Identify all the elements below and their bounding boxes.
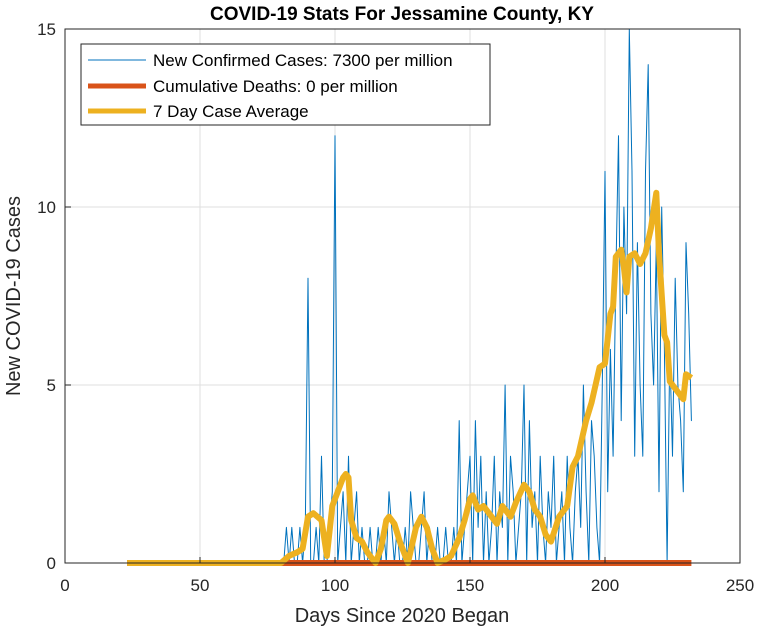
ticks-layer: 0 50 100 150 200 250 0 5 10 15 bbox=[37, 20, 754, 595]
y-tick-label: 0 bbox=[47, 554, 56, 573]
legend-label-7day-avg: 7 Day Case Average bbox=[153, 102, 309, 121]
series-7-day-average bbox=[127, 189, 694, 566]
x-tick-label: 200 bbox=[591, 576, 619, 595]
series-new-confirmed-cases bbox=[126, 28, 692, 564]
y-axis-label: New COVID-19 Cases bbox=[3, 196, 25, 396]
y-tick-label: 15 bbox=[37, 20, 56, 39]
y-tick-label: 10 bbox=[37, 198, 56, 217]
legend: New Confirmed Cases: 7300 per million Cu… bbox=[80, 43, 491, 126]
axes-box bbox=[64, 28, 741, 564]
x-axis-label: Days Since 2020 Began bbox=[295, 605, 510, 627]
legend-label-new-cases: New Confirmed Cases: 7300 per million bbox=[153, 51, 453, 70]
x-tick-label: 150 bbox=[456, 576, 484, 595]
legend-box bbox=[80, 43, 491, 126]
x-tick-label: 50 bbox=[191, 576, 210, 595]
chart-title: COVID-19 Stats For Jessamine County, KY bbox=[210, 4, 594, 25]
x-tick-label: 0 bbox=[60, 576, 69, 595]
x-tick-label: 250 bbox=[726, 576, 754, 595]
legend-label-deaths: Cumulative Deaths: 0 per million bbox=[153, 77, 398, 96]
x-tick-label: 100 bbox=[321, 576, 349, 595]
y-tick-label: 5 bbox=[47, 376, 56, 395]
